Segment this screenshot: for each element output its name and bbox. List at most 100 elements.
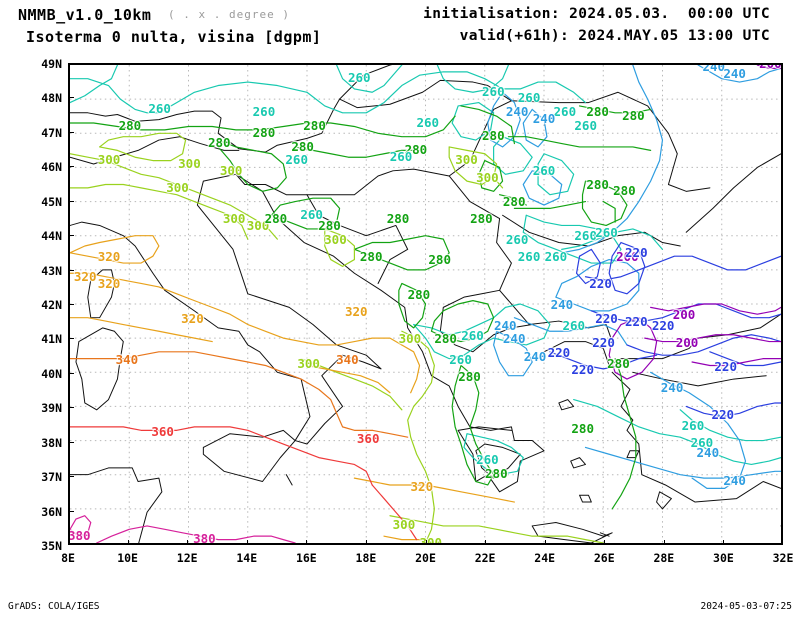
contour-value-label: 260	[505, 231, 529, 247]
contour-value-label: 260	[574, 117, 597, 133]
contour-value-label: 280	[118, 117, 142, 133]
contour-value-label: 240	[502, 331, 526, 347]
y-tick-mark	[69, 235, 74, 237]
y-tick-mark	[69, 510, 74, 512]
x-tick-label: 20E	[415, 551, 436, 565]
y-tick-label: 35N	[41, 539, 62, 553]
contour-value-label: 280	[607, 355, 630, 371]
contour-value-label: 220	[592, 334, 615, 350]
contour-value-label: 300	[392, 517, 416, 533]
contour-value-label: 240	[532, 111, 556, 127]
contour-value-label: 260	[461, 327, 484, 343]
contour-value-label: 300	[178, 155, 201, 171]
x-tick-mark	[306, 540, 308, 545]
contour-value-label: 200	[616, 248, 639, 264]
contour-value-label: 340	[336, 352, 359, 368]
y-tick-mark	[69, 476, 74, 478]
contour-value-label: 240	[550, 297, 574, 312]
contour-value-label: 280	[291, 138, 314, 154]
contour-value-label: 300	[222, 210, 246, 226]
x-tick-label: 14E	[236, 551, 258, 565]
y-tick-mark	[69, 338, 74, 340]
contour-value-label: 260	[562, 317, 586, 333]
model-title: NMMB_v1.0_10km	[18, 6, 152, 24]
x-tick-label: 12E	[176, 551, 198, 565]
grid-lines	[70, 65, 781, 543]
contour-value-label: 300	[419, 534, 443, 543]
contour-value-label: 320	[97, 248, 121, 264]
contour-value-label: 280	[318, 217, 341, 233]
contour-value-label: 320	[73, 269, 97, 285]
y-tick-mark	[69, 269, 74, 271]
contour-layer	[70, 65, 781, 543]
contour-value-label: 320	[181, 310, 204, 326]
field-title: Isoterma 0 nulta, visina [dgpm]	[26, 28, 322, 46]
contour-value-label: 260	[285, 152, 308, 168]
y-tick-label: 45N	[41, 194, 62, 209]
contour-value-label: 240	[702, 65, 726, 75]
y-tick-label: 49N	[41, 57, 62, 71]
contour-value-label: 240	[493, 317, 517, 333]
contour-value-label: 380	[70, 527, 91, 543]
contour-value-label: 280	[485, 465, 508, 481]
contour-value-label: 240	[723, 472, 746, 488]
contour-value-label: 280	[458, 369, 481, 385]
x-tick-mark	[425, 540, 427, 545]
contour-value-label: 280	[303, 117, 326, 133]
y-tick-label: 47N	[41, 125, 62, 140]
x-tick-label: 30E	[713, 551, 734, 565]
contour-value-label: 200	[672, 307, 696, 323]
contour-value-label: 280	[207, 135, 231, 151]
y-tick-mark	[69, 97, 74, 99]
model-subtitle: ( . x . degree )	[168, 8, 290, 21]
contour-value-label: 280	[407, 286, 431, 302]
contour-value-label: 260	[517, 248, 541, 264]
contour-label-layer: 2602602602602602602602602402402402402002…	[70, 65, 781, 543]
contour-value-label: 220	[595, 310, 618, 326]
contour-value-label: 280	[571, 420, 594, 436]
coastline-layer	[70, 65, 781, 543]
y-tick-mark	[69, 200, 74, 202]
contour-map-plot: 2602602602602602602602602402402402402002…	[68, 63, 783, 545]
footer-credit: GrADS: COLA/IGES	[8, 601, 100, 612]
contour-value-label: 220	[571, 362, 594, 378]
y-tick-mark	[69, 131, 74, 133]
contour-value-label: 280	[434, 331, 457, 347]
y-tick-label: 39N	[41, 401, 62, 416]
x-tick-mark	[246, 540, 248, 545]
contour-value-label: 260	[532, 162, 556, 178]
x-tick-label: 10E	[117, 551, 138, 565]
contour-value-label: 320	[345, 303, 368, 319]
y-tick-label: 44N	[41, 229, 62, 244]
contour-value-label: 280	[359, 248, 383, 264]
y-tick-mark	[69, 441, 74, 443]
plot-inner: 2602602602602602602602602402402402402002…	[70, 65, 781, 543]
x-tick-label: 18E	[355, 551, 377, 565]
contour-value-label: 240	[696, 445, 720, 461]
contour-value-label: 260	[300, 207, 323, 223]
contour-value-label: 220	[625, 245, 648, 261]
x-tick-label: 16E	[295, 551, 317, 565]
x-tick-mark	[485, 540, 487, 545]
contour-value-label: 300	[297, 355, 320, 371]
contour-value-label: 300	[476, 169, 499, 185]
contour-value-label: 260	[553, 104, 577, 120]
y-tick-label: 38N	[41, 435, 62, 450]
contour-value-label: 380	[193, 531, 216, 543]
y-tick-mark	[69, 407, 74, 409]
contour-value-label: 240	[523, 348, 547, 364]
initialisation-time: initialisation: 2024.05.03. 00:00 UTC	[423, 6, 770, 22]
contour-value-label: 260	[517, 90, 541, 106]
contour-value-label: 240	[660, 379, 684, 395]
contour-value-label: 220	[711, 407, 735, 423]
contour-value-label: 200	[759, 65, 781, 71]
contour-value-label: 260	[574, 228, 597, 244]
contour-value-label: 260	[482, 83, 505, 99]
y-tick-label: 41N	[41, 332, 62, 347]
x-tick-mark	[127, 540, 129, 545]
contour-value-label: 300	[455, 152, 478, 168]
contour-value-label: 240	[723, 66, 746, 82]
y-tick-mark	[69, 372, 74, 374]
contour-value-label: 320	[97, 276, 121, 292]
contour-value-label: 320	[410, 479, 434, 495]
